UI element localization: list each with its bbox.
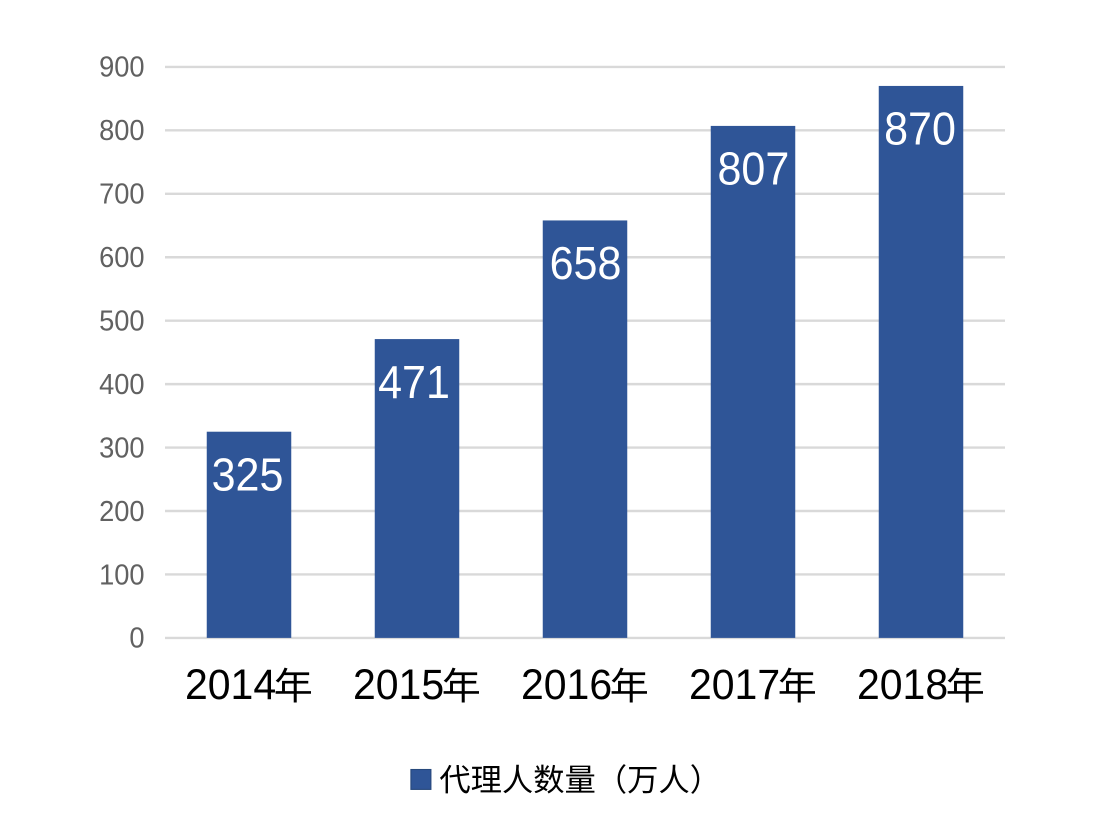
svg-text:800: 800 <box>99 115 144 147</box>
svg-text:900: 900 <box>99 51 144 83</box>
svg-text:325: 325 <box>212 450 284 501</box>
svg-text:600: 600 <box>99 242 144 274</box>
svg-text:471: 471 <box>378 357 450 408</box>
svg-text:870: 870 <box>884 104 956 155</box>
svg-text:658: 658 <box>550 239 622 290</box>
svg-text:100: 100 <box>99 559 144 591</box>
svg-text:807: 807 <box>717 144 789 195</box>
svg-text:200: 200 <box>99 495 144 527</box>
svg-text:2016: 2016 <box>521 660 612 708</box>
svg-text:700: 700 <box>99 178 144 210</box>
svg-text:300: 300 <box>99 432 144 464</box>
svg-text:2014: 2014 <box>185 660 276 708</box>
svg-text:400: 400 <box>99 368 144 400</box>
svg-text:500: 500 <box>99 305 144 337</box>
svg-text:0: 0 <box>129 622 144 654</box>
svg-text:2018: 2018 <box>857 660 948 708</box>
svg-text:2017: 2017 <box>689 660 780 708</box>
svg-text:2015: 2015 <box>353 660 444 708</box>
